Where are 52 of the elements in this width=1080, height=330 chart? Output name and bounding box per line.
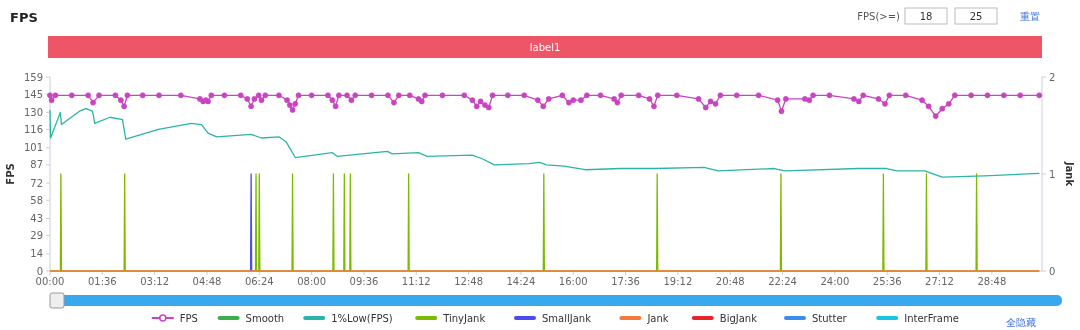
legend-label: BigJank — [719, 313, 758, 324]
y-tick-label: 145 — [23, 88, 43, 100]
x-tick-label: 12:48 — [454, 276, 484, 287]
x-tick-label: 03:12 — [140, 276, 170, 287]
legend-label: FPS — [179, 313, 198, 324]
legend-label: Smooth — [245, 313, 285, 324]
legend-label: 1%Low(FPS) — [331, 313, 393, 324]
y-tick-label: 29 — [30, 230, 43, 242]
x-tick-label: 08:00 — [297, 276, 327, 287]
text: 全隐藏 — [1006, 317, 1036, 328]
x-tick-label: 28:48 — [977, 276, 1007, 287]
text: 25 — [969, 11, 983, 22]
x-tick-label: 24:00 — [820, 276, 850, 287]
x-tick-label: 17:36 — [611, 276, 640, 287]
legend-label: Stutter — [812, 313, 848, 324]
y-tick-label: 116 — [23, 123, 43, 135]
y-tick-label: 43 — [30, 213, 43, 225]
x-tick-label: 14:24 — [506, 276, 536, 287]
chart-title: FPS — [10, 10, 38, 25]
x-tick-label: 25:36 — [872, 276, 902, 287]
text: 18 — [919, 11, 933, 22]
legend-label: SmallJank — [542, 313, 592, 324]
x-tick-label: 22:24 — [768, 276, 797, 287]
y-tick-label: 87 — [30, 159, 43, 171]
x-tick-label: 11:12 — [401, 276, 431, 287]
legend-label: TinyJank — [442, 313, 486, 324]
y2-tick-label: 1 — [1049, 168, 1056, 180]
text: 重置 — [1020, 11, 1040, 22]
y-tick-label: 130 — [23, 106, 43, 118]
y-tick-label: 159 — [23, 71, 43, 83]
y2-axis-title: Jank — [1064, 160, 1075, 187]
y-tick-label: 72 — [30, 177, 43, 189]
y-tick-label: 58 — [30, 194, 43, 206]
x-tick-label: 09:36 — [349, 276, 379, 287]
x-tick-label: 06:24 — [244, 276, 274, 287]
text: label1 — [529, 42, 561, 53]
y-tick-label: 0 — [36, 265, 43, 277]
y-tick-label: 14 — [30, 248, 43, 260]
y2-tick-label: 2 — [1049, 71, 1056, 83]
text: FPS(>=) — [857, 11, 901, 22]
x-tick-label: 01:36 — [87, 276, 117, 287]
legend-label: InterFrame — [904, 313, 959, 324]
y2-tick-label: 0 — [1049, 265, 1056, 277]
y-tick-label: 101 — [23, 142, 43, 154]
x-tick-label: 04:48 — [192, 276, 222, 287]
legend-label: Jank — [646, 313, 669, 324]
x-tick-label: 20:48 — [715, 276, 745, 287]
y-axis-title: FPS — [5, 163, 16, 185]
x-tick-label: 00:00 — [35, 276, 65, 287]
x-tick-label: 19:12 — [663, 276, 693, 287]
x-tick-label: 16:00 — [558, 276, 588, 287]
x-tick-label: 27:12 — [925, 276, 954, 287]
